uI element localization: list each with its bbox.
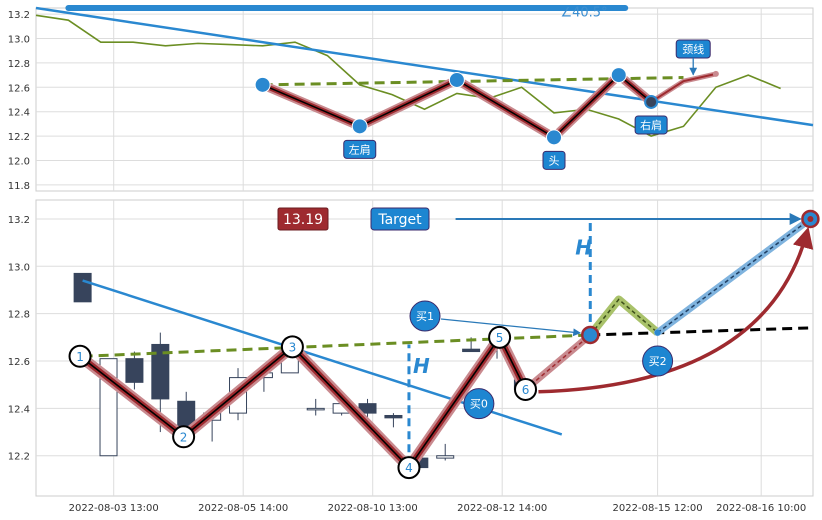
- candle-body: [125, 358, 144, 383]
- top-pattern-point: [644, 94, 659, 109]
- top-pattern-point: [254, 76, 271, 93]
- bottom-zigzag-label: 4: [405, 461, 413, 475]
- bottom-y-tick-label: 13.2: [8, 215, 30, 226]
- bottom-height-label-head: H: [413, 354, 430, 378]
- top-pattern-point: [546, 129, 562, 146]
- top-y-tick-label: 12.4: [8, 108, 30, 119]
- bottom-zigzag-point: [280, 335, 304, 359]
- bottom-x-tick-label: 2022-08-16 10:00: [716, 503, 806, 514]
- top-pattern-label: 右肩: [640, 118, 662, 132]
- bottom-y-tick-label: 12.4: [8, 404, 30, 415]
- bottom-neckline-extension: [590, 326, 811, 337]
- bottom-x-tick-label: 2022-08-03 13:00: [69, 503, 159, 514]
- top-pattern-point: [610, 67, 627, 84]
- bottom-x-tick-label: 2022-08-12 14:00: [457, 503, 547, 514]
- top-pattern-point: [448, 71, 465, 88]
- bottom-zigzag-label: 3: [289, 340, 297, 354]
- top-pattern-point: [351, 118, 368, 135]
- bottom-zigzag-point: [397, 456, 421, 480]
- candle-body: [384, 414, 403, 419]
- top-pattern-label-box: [542, 150, 566, 170]
- bottom-target-label: Target: [377, 212, 422, 228]
- bottom-zigzag-label: 5: [496, 331, 504, 345]
- bottom-zigzag-point: [488, 325, 512, 349]
- candle-body: [306, 407, 325, 411]
- top-trend-line: [35, 6, 814, 127]
- bottom-zigzag-point: [172, 425, 196, 449]
- top-y-tick-label: 11.8: [8, 181, 30, 192]
- top-pattern-label: 头: [549, 154, 560, 167]
- bottom-y-tick-label: 12.6: [8, 357, 30, 368]
- bottom-y-tick-label: 12.2: [8, 452, 30, 463]
- top-pattern-label-box: [634, 115, 668, 135]
- top-y-tick-label: 12.8: [8, 59, 30, 70]
- top-y-tick-label: 12.6: [8, 83, 30, 94]
- candle-body: [436, 455, 455, 459]
- bottom-y-tick-label: 13.0: [8, 262, 30, 273]
- candle-body: [462, 348, 481, 353]
- bottom-zigzag-point: [514, 377, 538, 401]
- bottom-y-tick-label: 12.8: [8, 310, 30, 321]
- top-y-tick-label: 13.2: [8, 10, 30, 21]
- bottom-x-tick-label: 2022-08-05 14:00: [198, 503, 288, 514]
- top-neckline: [262, 76, 684, 87]
- bottom-buy1-label: 买1: [416, 310, 434, 323]
- top-neckline-label: 颈线: [682, 42, 704, 56]
- bottom-retest-line: [589, 298, 659, 336]
- bottom-zigzag-label: 1: [76, 350, 84, 364]
- bottom-zigzag-label: 6: [522, 383, 530, 397]
- top-trend-angle-label: ∠40.5°: [560, 6, 607, 21]
- top-projection-line: [650, 72, 717, 103]
- bottom-x-tick-label: 2022-08-15 12:00: [613, 503, 703, 514]
- top-pattern-label-box: [343, 139, 377, 159]
- bottom-height-label-target: H: [575, 235, 592, 259]
- bottom-target-marker-center: [807, 215, 814, 222]
- bottom-buy2-badge: [642, 345, 674, 377]
- candle-body: [151, 343, 170, 400]
- bottom-buy0-label: 买0: [470, 398, 488, 411]
- bottom-buy2-marker: [654, 329, 661, 336]
- top-y-tick-label: 12.2: [8, 132, 30, 143]
- bottom-target-curve-arrow: [538, 226, 814, 394]
- candle-body: [73, 272, 92, 303]
- bottom-zigzag-label: 2: [180, 430, 188, 444]
- bottom-buy1-pointer: [440, 318, 582, 337]
- bottom-zigzag-point: [68, 344, 92, 368]
- bottom-buy2-label: 买2: [649, 355, 667, 368]
- bottom-target-line: [657, 218, 811, 334]
- bottom-break-line: [525, 334, 591, 391]
- bottom-target-value: 13.19: [283, 212, 323, 228]
- bottom-buy1-marker: [581, 325, 600, 345]
- bottom-buy0-badge: [463, 388, 495, 420]
- top-projection-end-dot: [712, 70, 719, 77]
- bottom-buy1-badge: [409, 300, 441, 332]
- top-y-tick-label: 13.0: [8, 35, 30, 46]
- bottom-target-label-box: [370, 207, 430, 231]
- top-pattern-label: 左肩: [349, 142, 371, 156]
- bottom-target-value-box: [277, 207, 329, 231]
- top-y-tick-label: 12.0: [8, 157, 30, 168]
- bottom-x-tick-label: 2022-08-10 13:00: [328, 503, 418, 514]
